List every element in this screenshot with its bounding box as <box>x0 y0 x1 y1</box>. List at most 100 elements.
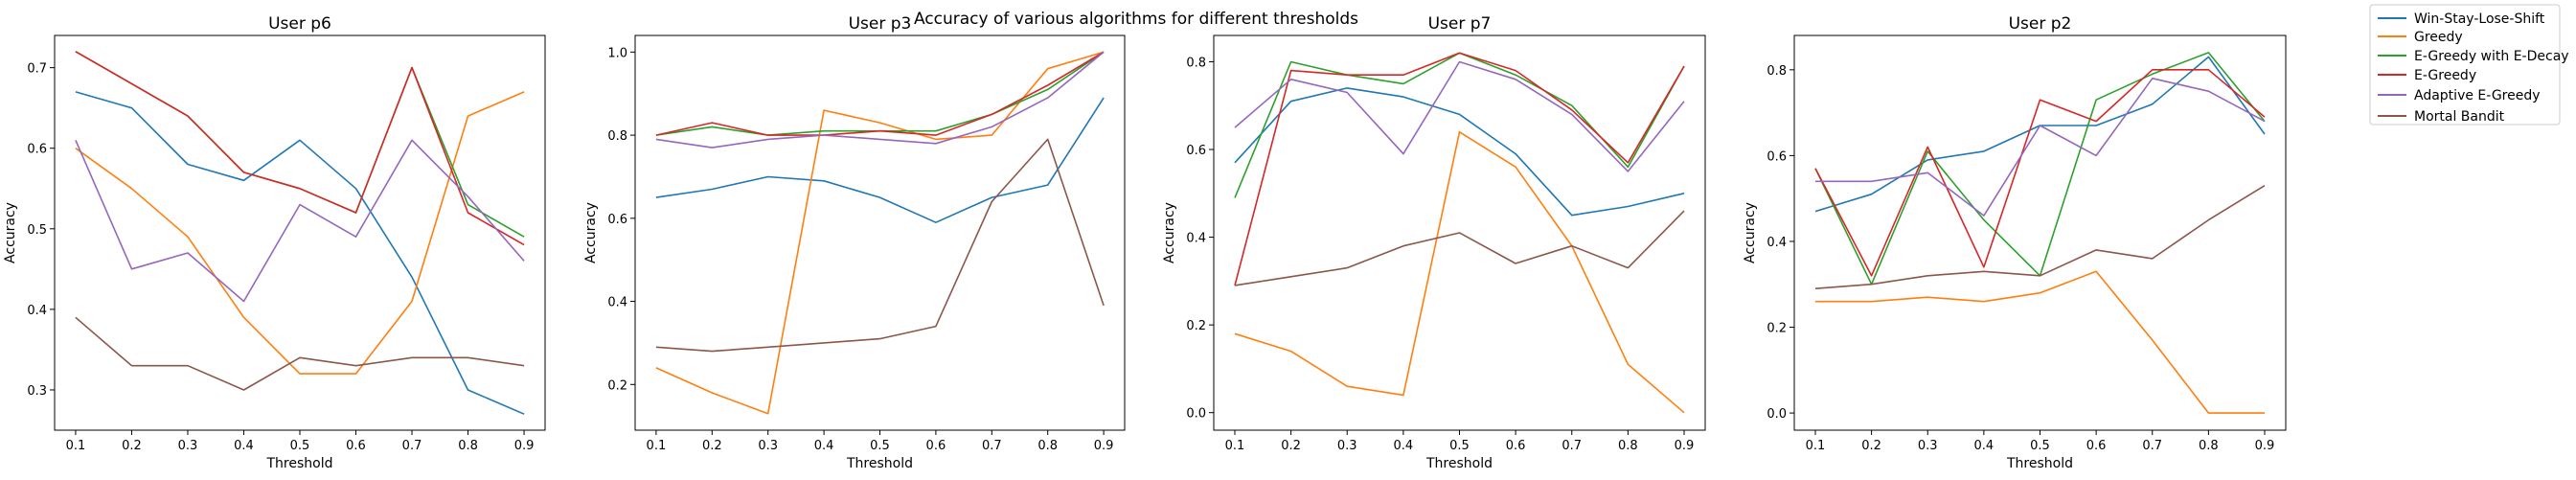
y-tick-label: 0.4 <box>1186 232 1206 246</box>
subplot-user-p6: User p6 Threshold Accuracy 0.1 0.2 0.3 0.4 0… <box>3 14 546 471</box>
subplot-user-p2: User p2 Threshold Accuracy 0.1 0.2 0.3 0.4 0… <box>1743 14 2287 471</box>
x-tick-label: 0.2 <box>1281 439 1301 453</box>
legend-label-1: Greedy <box>2414 30 2463 45</box>
x-tick-label: 0.2 <box>702 439 722 453</box>
x-tick-label: 0.2 <box>122 439 142 453</box>
y-tick-label: 0.5 <box>27 223 47 238</box>
x-axis-label: Threshold <box>2006 456 2073 471</box>
y-tick-label: 0.6 <box>1767 149 1787 164</box>
x-tick-label: 0.9 <box>1675 439 1695 453</box>
series-line-e-greedy-with-e-decay <box>1234 52 1685 198</box>
legend-label-3: E-Greedy <box>2414 68 2476 83</box>
series-line-adaptive-e-greedy <box>75 139 525 303</box>
axes-frame <box>1213 34 1706 431</box>
x-tick-label: 0.1 <box>1806 439 1826 453</box>
series-line-greedy <box>75 91 525 375</box>
y-axis-label: Accuracy <box>1743 202 1758 263</box>
y-tick-label: 0.2 <box>1186 319 1206 333</box>
x-tick-label: 0.7 <box>982 439 1002 453</box>
x-tick-label: 0.6 <box>2086 439 2107 453</box>
series-line-greedy <box>1815 270 2265 414</box>
x-tick-label: 0.8 <box>458 439 478 453</box>
x-tick-label: 0.7 <box>2142 439 2162 453</box>
x-tick-label: 0.4 <box>234 439 254 453</box>
y-tick-label: 0.4 <box>27 304 47 318</box>
series-line-e-greedy <box>1814 69 2266 277</box>
series-line-adaptive-e-greedy <box>655 51 1105 149</box>
y-tick-label: 0.7 <box>27 62 47 77</box>
series-line-win-stay-lose-shift <box>655 97 1105 223</box>
axes-frame <box>634 34 1126 431</box>
axes-frame <box>1793 34 2287 431</box>
x-tick-label: 0.9 <box>1094 439 1114 453</box>
series-line-mortal-bandit <box>655 138 1105 353</box>
x-axis-label: Threshold <box>1425 456 1493 471</box>
series-line-e-greedy-with-e-decay <box>75 51 525 238</box>
series-line-win-stay-lose-shift <box>1814 56 2266 213</box>
legend-label-2: E-Greedy with E-Decay <box>2414 49 2569 64</box>
x-tick-label: 0.4 <box>1974 439 1995 453</box>
series-line-e-greedy <box>75 51 525 246</box>
series-line-mortal-bandit <box>75 316 525 391</box>
x-tick-label: 0.3 <box>178 439 198 453</box>
x-tick-label: 0.4 <box>814 439 834 453</box>
y-tick-label: 0.6 <box>1186 144 1206 158</box>
x-tick-label: 0.3 <box>1918 439 1938 453</box>
x-tick-label: 0.2 <box>1861 439 1881 453</box>
y-tick-label: 0.0 <box>1767 407 1787 422</box>
legend: Win-Stay-Lose-Shift Greedy E-Greedy with… <box>2369 4 2569 126</box>
x-tick-label: 0.7 <box>402 439 422 453</box>
y-tick-label: 0.6 <box>607 213 627 227</box>
series-line-greedy <box>1234 130 1685 414</box>
subplot-title: User p6 <box>268 14 331 34</box>
legend-frame <box>2369 4 2561 126</box>
legend-label-5: Mortal Bandit <box>2414 109 2505 125</box>
x-tick-label: 0.6 <box>926 439 946 453</box>
x-tick-label: 0.9 <box>2255 439 2275 453</box>
x-tick-label: 0.1 <box>1225 439 1245 453</box>
y-tick-label: 0.4 <box>1767 236 1787 250</box>
x-tick-label: 0.5 <box>290 439 310 453</box>
y-tick-label: 0.2 <box>607 378 627 393</box>
y-tick-label: 0.8 <box>1767 64 1787 79</box>
x-axis-label: Threshold <box>846 456 913 471</box>
y-tick-label: 0.3 <box>27 384 47 399</box>
y-axis-label: Accuracy <box>1162 202 1177 263</box>
x-tick-label: 0.5 <box>870 439 890 453</box>
series-line-greedy <box>655 51 1105 415</box>
y-tick-label: 0.8 <box>1186 56 1206 70</box>
x-tick-label: 0.6 <box>1506 439 1526 453</box>
x-tick-label: 0.1 <box>647 439 667 453</box>
subplot-user-p3: User p3 Threshold Accuracy 0.1 0.2 0.3 0.4 0… <box>583 14 1126 471</box>
x-tick-label: 0.4 <box>1394 439 1414 453</box>
y-tick-label: 0.0 <box>1186 407 1206 422</box>
series-line-e-greedy <box>1234 52 1685 286</box>
series-line-adaptive-e-greedy <box>1234 60 1685 172</box>
figure-title: Accuracy of various algorithms for diffe… <box>914 10 1358 29</box>
x-tick-label: 0.5 <box>1449 439 1470 453</box>
y-axis-label: Accuracy <box>583 202 599 263</box>
x-tick-label: 0.8 <box>1037 439 1058 453</box>
subplot-title: User p3 <box>849 14 912 34</box>
subplot-title: User p7 <box>1428 14 1492 34</box>
series-line-e-greedy <box>655 51 1105 136</box>
series-line-win-stay-lose-shift <box>1234 87 1685 217</box>
x-tick-label: 0.3 <box>1337 439 1357 453</box>
y-tick-label: 0.2 <box>1767 322 1787 336</box>
y-tick-label: 1.0 <box>607 46 627 60</box>
series-line-mortal-bandit <box>1234 210 1685 286</box>
subplot-title: User p2 <box>2009 14 2072 34</box>
y-axis-label: Accuracy <box>3 202 18 263</box>
x-tick-label: 0.7 <box>1562 439 1582 453</box>
legend-label-0: Win-Stay-Lose-Shift <box>2414 11 2545 27</box>
series-line-win-stay-lose-shift <box>75 91 525 415</box>
x-tick-label: 0.9 <box>514 439 535 453</box>
x-tick-label: 0.1 <box>66 439 86 453</box>
x-axis-label: Threshold <box>266 456 333 471</box>
series-line-mortal-bandit <box>1814 185 2266 289</box>
x-tick-label: 0.8 <box>1618 439 1638 453</box>
x-tick-label: 0.3 <box>758 439 778 453</box>
x-tick-label: 0.6 <box>346 439 366 453</box>
axes-frame <box>54 34 546 431</box>
